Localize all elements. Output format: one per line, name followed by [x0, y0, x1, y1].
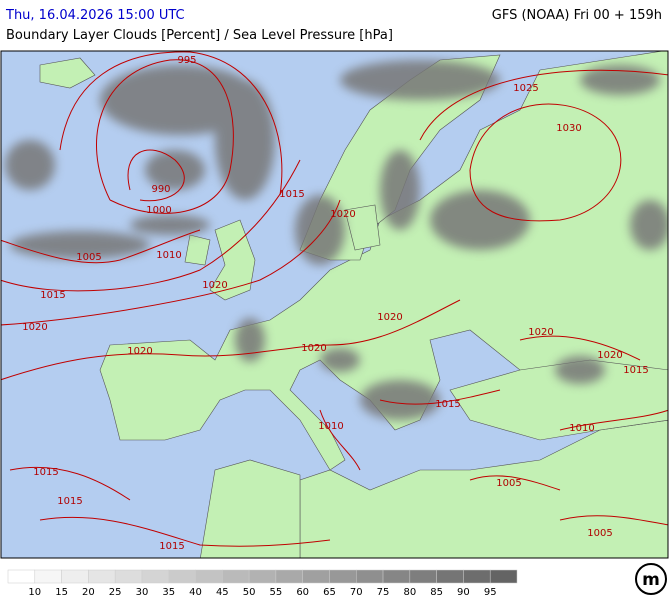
isobar-label: 1020 — [202, 280, 227, 291]
legend-label: 30 — [136, 587, 149, 598]
isobar-label: 1015 — [40, 290, 65, 301]
isobar-label: 1010 — [318, 421, 343, 432]
legend-label: 45 — [216, 587, 229, 598]
isobar-label: 1025 — [513, 83, 538, 94]
legend-swatch — [88, 569, 116, 584]
legend-swatch — [248, 569, 277, 584]
legend-swatch — [168, 569, 196, 584]
legend-label: 15 — [55, 587, 68, 598]
legend-swatch — [61, 569, 89, 584]
legend-label: 65 — [323, 587, 336, 598]
isobar-label: 995 — [177, 55, 196, 66]
isobar-label: 1010 — [569, 423, 594, 434]
isobar-label: 1020 — [127, 346, 152, 357]
legend-swatch — [489, 569, 518, 584]
legend-swatch — [409, 569, 437, 584]
legend-swatch — [329, 569, 357, 584]
legend-swatch — [463, 569, 491, 584]
legend: 10 15 20 25 30 35 40 45 50 55 60 65 70 75 80 85 90 95 — [7, 569, 518, 598]
legend-swatch — [302, 569, 330, 584]
legend-label: 10 — [28, 587, 41, 598]
map-frame — [0, 50, 669, 559]
datetime: Thu, 16.04.2026 15:00 UTC — [5, 8, 185, 23]
legend-label: 70 — [350, 587, 363, 598]
legend-label: 55 — [270, 587, 283, 598]
legend-label: 25 — [109, 587, 122, 598]
legend-label: 85 — [430, 587, 443, 598]
isobar-label: 1010 — [156, 250, 181, 261]
isobar-label: 1020 — [528, 327, 553, 338]
legend-label: 20 — [82, 587, 95, 598]
isobar-label: 1020 — [301, 343, 326, 354]
legend-label: 35 — [162, 587, 175, 598]
legend-swatch — [356, 569, 384, 584]
isobars — [1, 51, 668, 547]
logo-ring — [635, 563, 667, 595]
isobar-label: 1020 — [330, 209, 355, 220]
isobar-label: 990 — [151, 184, 170, 195]
legend-label: 80 — [403, 587, 416, 598]
isobar-label: 1015 — [279, 189, 304, 200]
legend-label: 50 — [243, 587, 256, 598]
legend-label: 60 — [296, 587, 309, 598]
isobar-label: 1020 — [22, 322, 47, 333]
legend-swatch — [275, 569, 303, 584]
legend-swatch — [222, 569, 250, 584]
legend-label: 40 — [189, 587, 202, 598]
legend-swatch — [7, 569, 36, 584]
isobar-label: 1015 — [435, 399, 460, 410]
isobar-label: 1005 — [76, 252, 101, 263]
legend-label: 75 — [377, 587, 390, 598]
isobar-label: 1015 — [623, 365, 648, 376]
logo: m — [642, 570, 660, 590]
model-run: GFS (NOAA) Fri 00 + 159h — [492, 8, 662, 23]
map-title: Boundary Layer Clouds [Percent] / Sea Le… — [6, 28, 393, 43]
isobar-label: 1015 — [159, 541, 184, 552]
legend-label: 95 — [484, 587, 497, 598]
isobar-label: 1020 — [597, 350, 622, 361]
isobar-label: 1000 — [146, 205, 171, 216]
legend-swatch — [382, 569, 411, 584]
isobar-label: 1015 — [33, 467, 58, 478]
legend-label: 90 — [457, 587, 470, 598]
legend-swatch — [34, 569, 62, 584]
isobar-label: 1005 — [587, 528, 612, 539]
legend-swatch — [436, 569, 464, 584]
legend-swatch — [141, 569, 169, 584]
legend-swatch — [114, 569, 143, 584]
isobar-label: 1005 — [496, 478, 521, 489]
legend-swatch — [195, 569, 223, 584]
isobar-label: 1020 — [377, 312, 402, 323]
isobar-label: 1015 — [57, 496, 82, 507]
isobar-label: 1030 — [556, 123, 581, 134]
